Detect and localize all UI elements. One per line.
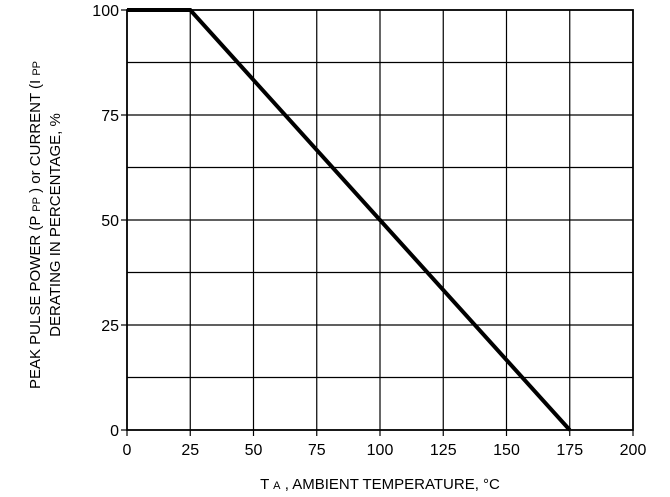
y-axis-label-line2: DERATING IN PERCENTAGE, %: [47, 113, 64, 337]
x-label-sub: A: [273, 480, 281, 492]
y-label-sub-2: PP: [31, 61, 43, 76]
y-label-part-1: PEAK PULSE POWER (P: [27, 216, 44, 389]
y-axis-label-line1: PEAK PULSE POWER (P PP ) or CURRENT (I P…: [27, 61, 44, 389]
x-tick-label: 0: [123, 442, 132, 459]
x-label-main: T: [260, 476, 269, 493]
y-tick-label: 25: [101, 318, 119, 335]
y-label-part-2: ) or CURRENT (I: [27, 80, 44, 193]
x-tick-label: 200: [620, 442, 647, 459]
x-tick-label: 25: [181, 442, 199, 459]
y-axis-label: PEAK PULSE POWER (P PP ) or CURRENT (I P…: [27, 61, 64, 389]
plot-area: 0 25 50 75 100 125 150 175 200 0 25 50 75 100: [92, 3, 646, 459]
y-tick-label: 0: [110, 423, 119, 440]
x-tick-label: 50: [245, 442, 263, 459]
x-tick-label: 175: [556, 442, 583, 459]
x-tick-label: 75: [308, 442, 326, 459]
x-axis-label: T A , AMBIENT TEMPERATURE, °C: [260, 476, 500, 493]
y-tick-label: 50: [101, 213, 119, 230]
y-tick-label: 100: [92, 3, 119, 20]
y-tick-label: 75: [101, 108, 119, 125]
series-line-derating: [127, 8, 572, 432]
x-tick-label: 100: [367, 442, 394, 459]
x-tick-label: 125: [430, 442, 457, 459]
x-tick-label: 150: [493, 442, 520, 459]
y-label-sub-1: PP: [31, 197, 43, 212]
x-label-rest: , AMBIENT TEMPERATURE, °C: [285, 476, 500, 493]
